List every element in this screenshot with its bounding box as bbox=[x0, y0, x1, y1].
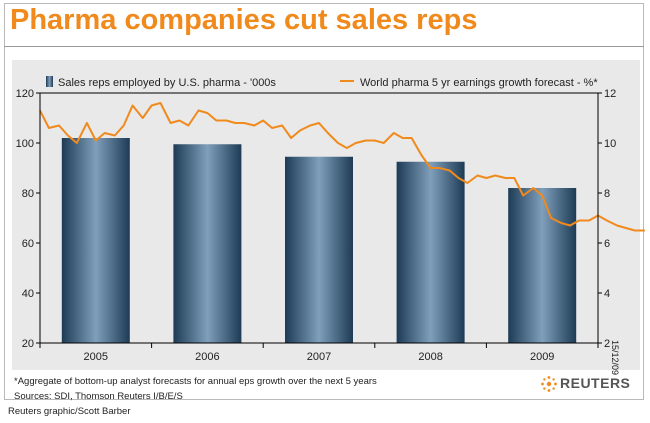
title-divider bbox=[4, 46, 644, 47]
reuters-logo-icon bbox=[541, 376, 557, 392]
axes: 20 40 60 80 100 120 2 4 6 8 10 12 2005 2006 2007 2008 20… bbox=[16, 88, 617, 363]
x-tick-label-2006: 2006 bbox=[195, 351, 219, 363]
y-right-tick-label-12: 12 bbox=[604, 88, 616, 100]
y-left-tick-label-60: 60 bbox=[22, 238, 34, 250]
x-tick-label-2008: 2008 bbox=[418, 351, 442, 363]
graphic-credit: Reuters graphic/Scott Barber bbox=[8, 406, 131, 417]
legend-bar-label: Sales reps employed by U.S. pharma - '00… bbox=[58, 77, 276, 89]
y-left-tick-label-40: 40 bbox=[22, 288, 34, 300]
x-tick-label-2005: 2005 bbox=[84, 351, 108, 363]
chart-title: Pharma companies cut sales reps bbox=[10, 4, 478, 36]
bar-2009 bbox=[508, 188, 577, 343]
x-tick-label-2007: 2007 bbox=[307, 351, 331, 363]
footnote-aggregate: *Aggregate of bottom-up analyst forecast… bbox=[14, 376, 377, 387]
y-right-tick-label-8: 8 bbox=[604, 188, 610, 200]
x-tick-label-2009: 2009 bbox=[530, 351, 554, 363]
date-stamp: 15/12/09 bbox=[610, 340, 620, 376]
y-left-tick-label-120: 120 bbox=[16, 88, 34, 100]
legend-bar-swatch bbox=[46, 76, 53, 87]
line-series bbox=[39, 102, 645, 232]
bar-2005 bbox=[61, 138, 130, 343]
bar-series bbox=[61, 138, 577, 343]
earnings-forecast-line bbox=[39, 102, 645, 232]
y-right-tick-label-10: 10 bbox=[604, 138, 616, 150]
y-right-tick-label-2: 2 bbox=[604, 338, 610, 350]
legend: Sales reps employed by U.S. pharma - '00… bbox=[46, 76, 598, 89]
y-left-tick-label-100: 100 bbox=[16, 138, 34, 150]
y-left-tick-label-20: 20 bbox=[22, 338, 34, 350]
reuters-wordmark: REUTERS bbox=[560, 375, 631, 391]
y-right-tick-label-6: 6 bbox=[604, 238, 610, 250]
y-right-tick-label-4: 4 bbox=[604, 288, 610, 300]
bar-2008 bbox=[396, 161, 465, 343]
footnote-sources: Sources: SDI, Thomson Reuters I/B/E/S bbox=[14, 391, 183, 402]
y-left-tick-label-80: 80 bbox=[22, 188, 34, 200]
bar-2006 bbox=[173, 144, 242, 343]
legend-line-label: World pharma 5 yr earnings growth foreca… bbox=[360, 77, 598, 89]
bar-2007 bbox=[285, 156, 353, 343]
